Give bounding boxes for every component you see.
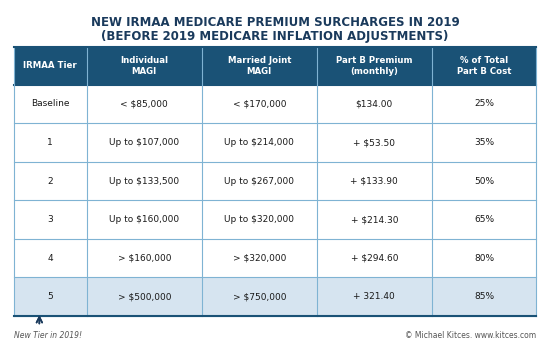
Text: Up to $214,000: Up to $214,000	[224, 138, 294, 147]
Text: > $750,000: > $750,000	[233, 292, 286, 301]
Text: + 321.40: + 321.40	[354, 292, 395, 301]
Text: Up to $107,000: Up to $107,000	[109, 138, 179, 147]
Text: > $160,000: > $160,000	[118, 254, 171, 262]
Text: 85%: 85%	[474, 292, 494, 301]
Text: (BEFORE 2019 MEDICARE INFLATION ADJUSTMENTS): (BEFORE 2019 MEDICARE INFLATION ADJUSTME…	[101, 30, 449, 43]
Text: + $214.30: + $214.30	[350, 215, 398, 224]
Text: 80%: 80%	[474, 254, 494, 262]
Text: > $320,000: > $320,000	[233, 254, 286, 262]
Text: Married Joint
MAGI: Married Joint MAGI	[228, 56, 291, 76]
Text: © Michael Kitces. www.kitces.com: © Michael Kitces. www.kitces.com	[405, 331, 536, 340]
Text: 1: 1	[47, 138, 53, 147]
Text: Up to $267,000: Up to $267,000	[224, 177, 294, 186]
Text: > $500,000: > $500,000	[118, 292, 171, 301]
Text: 35%: 35%	[474, 138, 494, 147]
Text: < $85,000: < $85,000	[120, 99, 168, 109]
Text: + $53.50: + $53.50	[353, 138, 395, 147]
Text: 65%: 65%	[474, 215, 494, 224]
Text: 50%: 50%	[474, 177, 494, 186]
Text: + $133.90: + $133.90	[350, 177, 398, 186]
Text: $134.00: $134.00	[356, 99, 393, 109]
Text: 5: 5	[47, 292, 53, 301]
Text: 25%: 25%	[474, 99, 494, 109]
Text: Up to $133,500: Up to $133,500	[109, 177, 179, 186]
Text: + $294.60: + $294.60	[350, 254, 398, 262]
Text: % of Total
Part B Cost: % of Total Part B Cost	[456, 56, 512, 76]
Text: Baseline: Baseline	[31, 99, 69, 109]
Text: IRMAA Tier: IRMAA Tier	[24, 61, 77, 70]
Text: Individual
MAGI: Individual MAGI	[120, 56, 168, 76]
Text: 4: 4	[47, 254, 53, 262]
Text: 2: 2	[47, 177, 53, 186]
Text: Up to $160,000: Up to $160,000	[109, 215, 179, 224]
Text: Up to $320,000: Up to $320,000	[224, 215, 294, 224]
Text: 3: 3	[47, 215, 53, 224]
Text: New Tier in 2019!: New Tier in 2019!	[14, 331, 82, 340]
Text: NEW IRMAA MEDICARE PREMIUM SURCHARGES IN 2019: NEW IRMAA MEDICARE PREMIUM SURCHARGES IN…	[91, 16, 459, 29]
Text: < $170,000: < $170,000	[233, 99, 286, 109]
Text: Part B Premium
(monthly): Part B Premium (monthly)	[336, 56, 412, 76]
